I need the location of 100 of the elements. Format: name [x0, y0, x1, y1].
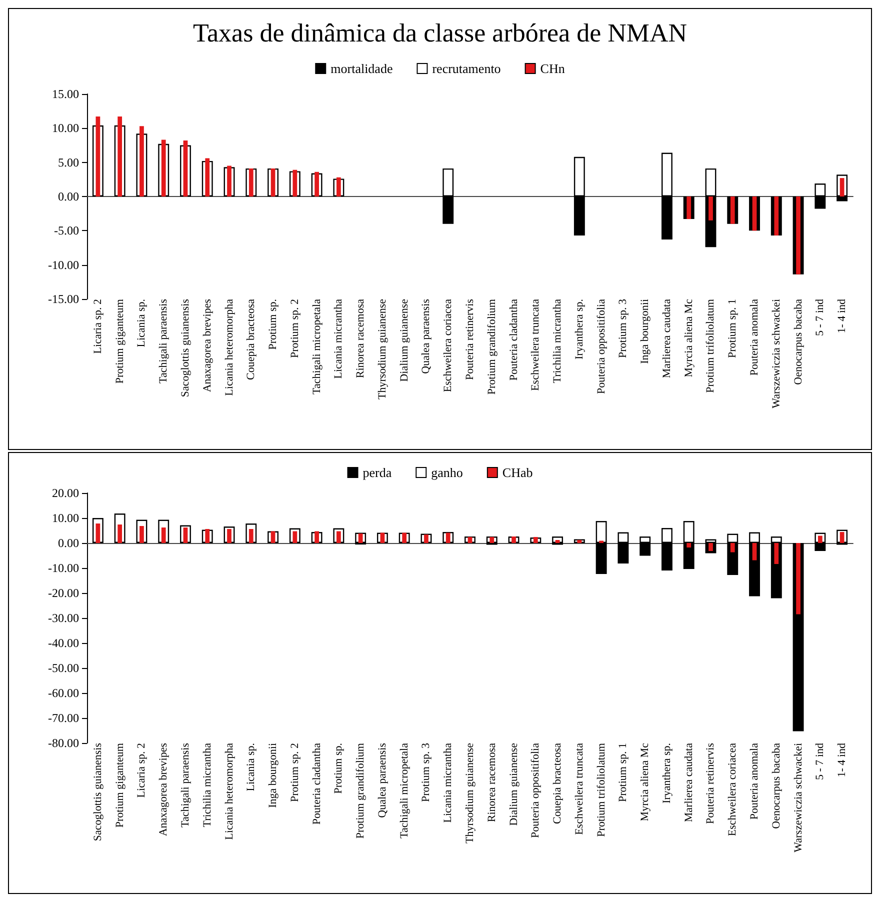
legend-label: recrutamento: [432, 61, 501, 76]
x-tick-label: Protium trifoliolatum: [595, 742, 608, 837]
x-tick-label: Tachigali paraensis: [179, 743, 192, 828]
x-tick-label: Protium sp.: [267, 298, 280, 350]
x-tick-label: Sacoglottis guianensis: [179, 299, 192, 398]
x-tick-label: Licaria sp. 2: [136, 743, 148, 798]
y-tick-label: -40.00: [48, 636, 79, 650]
x-tick-label: Protium trifoliolatum: [704, 298, 717, 393]
y-tick-label: -50.00: [48, 661, 79, 675]
x-tick-label: Eschweilera coriacea: [726, 742, 739, 836]
x-tick-label: Oenocarpus bacaba: [792, 298, 804, 385]
bar: [118, 524, 122, 543]
x-tick-label: Couepia bracteosa: [552, 742, 564, 824]
y-tick-label: -20.00: [48, 586, 79, 600]
y-tick-label: 0.00: [58, 190, 79, 204]
bar: [183, 140, 188, 196]
x-tick-label: Inga bourgonii: [639, 299, 652, 364]
y-tick-label: 5.00: [58, 155, 79, 170]
x-tick-label: Inga bourgonii: [267, 743, 280, 808]
x-tick-label: Eschweilera coriacea: [442, 298, 454, 392]
bar: [292, 170, 298, 196]
x-tick-label: Licania heteromorpha: [223, 742, 236, 840]
chart-title: Taxas de dinâmica da classe arbórea de NMAN: [192, 18, 688, 48]
x-tick-label: Licania micrantha: [332, 298, 345, 379]
legend-label: CHn: [540, 61, 566, 76]
y-tick-label: 10.00: [52, 121, 79, 136]
x-tick-label: Pouteria cladantha: [310, 742, 323, 825]
y-tick-label: 15.00: [52, 87, 79, 101]
x-tick-label: 5 - 7 ind: [814, 298, 826, 336]
x-tick-label: Trichilia micrantha: [201, 742, 214, 828]
x-tick-label: Pouteria anomala: [748, 742, 761, 820]
bar: [686, 543, 692, 548]
x-tick-label: Protium sp. 1: [726, 299, 739, 358]
bar: [796, 543, 800, 614]
x-tick-label: Tachigali micropetala: [398, 742, 410, 838]
x-tick-label: Trichilia micrantha: [552, 298, 564, 384]
y-tick-label: -80.00: [48, 736, 79, 750]
x-tick-label: Licania sp.: [136, 298, 148, 348]
bar: [708, 196, 713, 220]
x-tick-label: Thyrsodium guianense: [376, 298, 388, 400]
legend-label: perda: [362, 465, 392, 480]
y-tick-label: -10.00: [48, 258, 79, 272]
bar: [96, 116, 100, 196]
x-tick-label: Qualea paraensis: [420, 299, 432, 374]
x-tick-label: Eschweilera truncata: [573, 742, 586, 835]
bar: [161, 140, 166, 196]
x-tick-label: Pouteria cladantha: [508, 298, 520, 381]
bar: [118, 116, 122, 196]
y-tick-label: -60.00: [48, 686, 79, 700]
x-tick-label: Sacoglottis guianensis: [92, 743, 104, 842]
x-tick-label: Marlierea caudata: [682, 742, 695, 822]
x-tick-label: Eschweilera truncata: [530, 298, 542, 391]
x-tick-label: Dialium guianense: [398, 298, 410, 382]
x-tick-label: Protium sp. 3: [617, 298, 630, 358]
x-tick-label: Marlierea caudata: [660, 298, 673, 378]
bar: [227, 166, 232, 196]
x-tick-label: Pouteria retinervis: [704, 743, 717, 824]
x-tick-label: Pouteria anomala: [748, 298, 761, 376]
x-tick-label: Protium sp. 2: [288, 299, 301, 358]
x-tick-label: Pouteria oppositifolia: [595, 298, 608, 394]
x-tick-label: 1- 4 ind: [836, 298, 848, 334]
x-tick-label: Licania micrantha: [442, 742, 454, 823]
x-tick-label: Protium sp. 1: [617, 743, 630, 802]
x-tick-label: Protium grandifolium: [486, 298, 498, 395]
x-tick-label: Pouteria retinervis: [464, 299, 476, 380]
x-tick-label: Thyrsodium guianense: [464, 742, 476, 844]
x-tick-label: Licania heteromorpha: [223, 298, 236, 396]
x-tick-label: Anaxagorea brevipes: [201, 299, 214, 392]
bar: [205, 158, 210, 196]
x-tick-label: Warszewiczia schwackei: [792, 743, 804, 852]
x-tick-label: Anaxagorea brevipes: [158, 743, 170, 836]
x-tick-label: Dialium guianense: [508, 742, 520, 826]
y-tick-label: -30.00: [48, 611, 79, 625]
legend-label: CHab: [502, 465, 533, 480]
bar: [774, 543, 779, 564]
bar: [752, 543, 757, 560]
y-tick-label: -70.00: [48, 711, 79, 725]
legend-label: mortalidade: [330, 61, 393, 76]
y-tick-label: 0.00: [58, 536, 79, 550]
y-tick-label: -15.00: [48, 292, 79, 306]
x-tick-label: Tachigali micropetala: [310, 298, 323, 394]
x-tick-label: Rinorea racemosa: [486, 742, 498, 822]
x-tick-label: Oenocarpus bacaba: [770, 742, 782, 829]
x-tick-label: 5 - 7 ind: [814, 742, 826, 780]
bar: [140, 126, 144, 196]
x-tick-label: Protium sp.: [332, 742, 345, 794]
x-tick-label: Protium grandifolium: [354, 742, 367, 839]
legend-label: ganho: [431, 465, 463, 480]
x-tick-label: Pouteria oppositifolia: [530, 742, 542, 838]
x-tick-label: Protium giganteum: [114, 298, 126, 384]
x-tick-label: Qualea paraensis: [376, 743, 388, 818]
bar: [336, 177, 341, 196]
x-tick-label: Iryanthera sp.: [660, 742, 673, 804]
x-tick-label: 1- 4 ind: [836, 742, 848, 778]
y-tick-label: -10.00: [48, 561, 79, 575]
y-tick-label: 20.00: [52, 486, 79, 500]
y-tick-label: -5.00: [54, 224, 79, 238]
bar: [314, 531, 319, 543]
x-tick-label: Licaria sp. 2: [92, 299, 104, 354]
bar: [730, 543, 735, 552]
